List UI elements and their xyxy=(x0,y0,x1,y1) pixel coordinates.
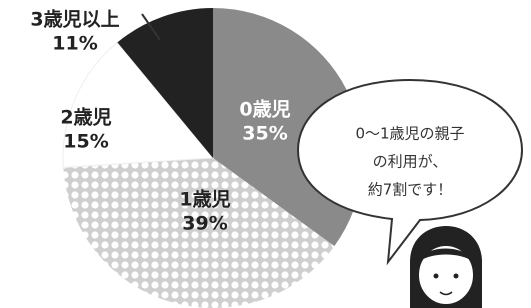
girl-icon xyxy=(410,226,482,308)
annotation-line: 0～1歳児の親子 xyxy=(355,125,464,143)
slice-value-label: 11% xyxy=(52,33,97,55)
page: {"chart_data": {"type": "pie", "categori… xyxy=(0,0,531,308)
slice-value-label: 15% xyxy=(63,131,108,153)
annotation-line: 約7割です！ xyxy=(368,181,453,199)
chart: 0歳児35% 1歳児39% 2歳児15% 3歳児以上11% 0～1歳児の親子の利用が、… xyxy=(0,0,531,308)
slice-name: 0歳児 xyxy=(239,99,290,121)
slice-name: 2歳児 xyxy=(60,107,111,129)
slice-value-label: 35% xyxy=(242,123,287,145)
slice-name: 1歳児 xyxy=(179,189,230,211)
slice-value-label: 39% xyxy=(182,213,227,235)
slice-name: 3歳児以上 xyxy=(30,9,119,31)
annotation-line: の利用が、 xyxy=(373,153,448,171)
